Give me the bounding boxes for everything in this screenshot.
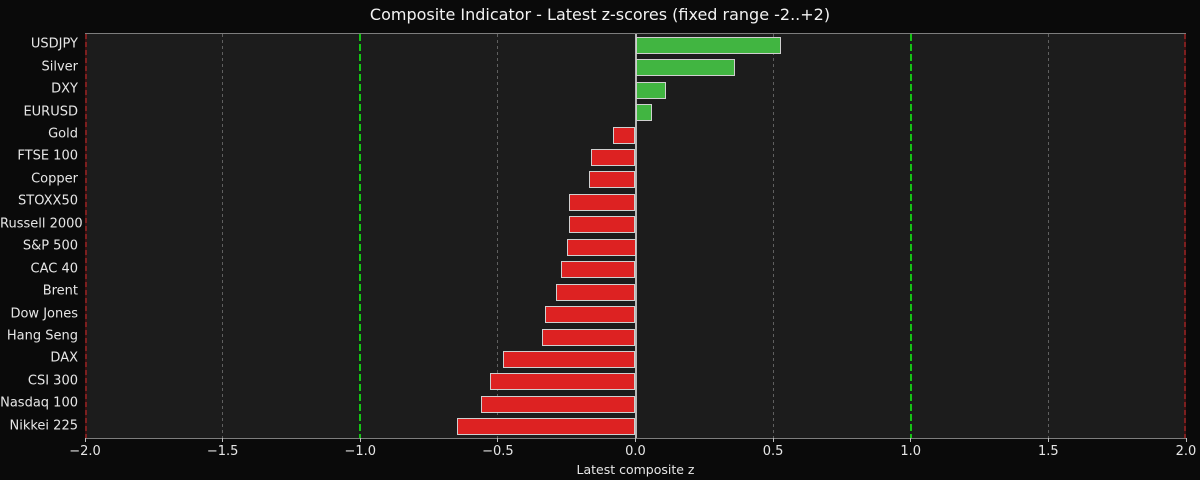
xtick-mark--1 bbox=[359, 438, 361, 442]
ytick-label-brent: Brent bbox=[42, 283, 78, 299]
chart-title: Composite Indicator - Latest z-scores (f… bbox=[369, 5, 831, 24]
xtick-label-1: 1.0 bbox=[900, 444, 922, 459]
bar-dax bbox=[503, 350, 636, 368]
ytick-label-nasdaq-100: Nasdaq 100 bbox=[0, 395, 78, 411]
ytick-label-nikkei-225: Nikkei 225 bbox=[9, 418, 79, 434]
x-axis: −2.0 −1.5 −1.0 −0.5 0.0 0.5 1.0 1.5 2.0 bbox=[69, 438, 1196, 478]
xtick-label--1: −1.0 bbox=[344, 444, 377, 459]
bar-dxy bbox=[635, 81, 666, 99]
gridline-1.5 bbox=[1047, 34, 1049, 438]
xtick-mark-0.5 bbox=[772, 438, 774, 442]
gridline--0.5 bbox=[497, 34, 499, 438]
bar-brent bbox=[555, 283, 636, 301]
bar-usdjpy bbox=[635, 36, 782, 54]
ytick-label-ftse-100: FTSE 100 bbox=[17, 148, 78, 164]
y-axis-labels: USDJPY Silver DXY EURUSD Gold FTSE 100 Copper S… bbox=[0, 33, 83, 437]
ytick-label-eurusd: EURUSD bbox=[23, 104, 78, 120]
bar-nasdaq-100 bbox=[481, 395, 636, 413]
ytick-label-copper: Copper bbox=[31, 171, 78, 187]
xtick-label--0.5: −0.5 bbox=[482, 444, 514, 459]
bar-russell-2000 bbox=[569, 216, 636, 234]
bar-ftse-100 bbox=[591, 148, 636, 166]
bar-eurusd bbox=[635, 104, 652, 122]
xtick-label-0.5: 0.5 bbox=[762, 444, 784, 459]
xtick-label-0: 0.0 bbox=[625, 444, 646, 459]
xtick-label--2: −2.0 bbox=[69, 444, 101, 459]
red-bound-line-2 bbox=[1184, 34, 1186, 438]
xtick-mark--2 bbox=[84, 438, 86, 442]
plot-area bbox=[85, 33, 1186, 439]
xtick-label--1.5: −1.5 bbox=[206, 444, 239, 459]
xtick-mark-1.5 bbox=[1047, 438, 1049, 442]
green-guide-line-1 bbox=[909, 34, 912, 438]
xtick-mark-1 bbox=[910, 438, 912, 442]
xtick-mark-2 bbox=[1185, 438, 1187, 442]
x-axis-title: Latest composite z bbox=[576, 462, 695, 477]
ytick-label-gold: Gold bbox=[48, 126, 78, 142]
xtick-label-1.5: 1.5 bbox=[1038, 444, 1059, 459]
ytick-label-hang-seng: Hang Seng bbox=[6, 328, 78, 344]
ytick-label-dow-jones: Dow Jones bbox=[10, 306, 78, 322]
bar-nikkei-225 bbox=[456, 418, 636, 436]
green-guide-line--1 bbox=[359, 34, 362, 438]
xtick-mark--0.5 bbox=[497, 438, 499, 442]
zero-line bbox=[634, 34, 637, 438]
xtick-mark-0 bbox=[635, 438, 636, 442]
bar-gold bbox=[613, 126, 636, 144]
gridline--1.5 bbox=[222, 34, 224, 438]
xtick-label-2: 2.0 bbox=[1175, 444, 1197, 459]
ytick-label-russell-2000: Russell 2000 bbox=[0, 216, 83, 232]
bar-hang-seng bbox=[541, 328, 636, 346]
ytick-label-dxy: DXY bbox=[51, 81, 78, 97]
ytick-label-usdjpy: USDJPY bbox=[30, 36, 78, 52]
bar-csi-300 bbox=[489, 373, 636, 391]
gridline-0.5 bbox=[772, 34, 774, 438]
bar-stoxx50 bbox=[569, 193, 636, 211]
ytick-label-s-p-500: S&P 500 bbox=[22, 238, 78, 254]
red-bound-line--2 bbox=[85, 34, 87, 438]
xtick-mark--1.5 bbox=[222, 438, 224, 442]
ytick-label-silver: Silver bbox=[41, 59, 78, 75]
bar-silver bbox=[635, 59, 735, 77]
ytick-label-stoxx50: STOXX50 bbox=[18, 193, 78, 209]
bar-copper bbox=[588, 171, 636, 189]
ytick-label-dax: DAX bbox=[50, 350, 78, 366]
bar-cac-40 bbox=[561, 261, 636, 279]
ytick-label-csi-300: CSI 300 bbox=[27, 373, 78, 389]
ytick-label-cac-40: CAC 40 bbox=[30, 261, 79, 277]
bar-s-p-500 bbox=[566, 238, 636, 256]
bar-dow-jones bbox=[544, 306, 636, 324]
